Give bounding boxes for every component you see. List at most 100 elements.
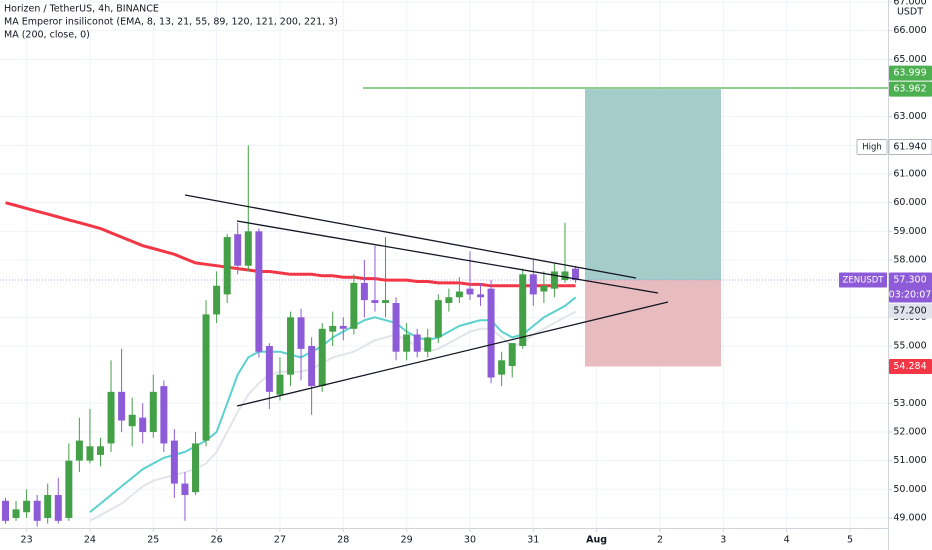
y-tick-label: 53.000 [893,398,926,409]
candle-body [308,345,316,387]
price-badge [889,303,932,319]
candle-body [508,343,516,367]
price-badge-label: 57.300 [893,275,926,286]
candle-body [160,386,168,444]
candle-body [477,294,485,298]
price-badge [889,81,932,97]
x-tick-label: Aug [586,535,607,546]
y-tick-label: 61.000 [893,168,926,179]
candle-body [44,495,52,518]
countdown-label: 03:20:07 [889,290,932,301]
candle-body [434,300,442,338]
candle-body [244,231,252,266]
candle-body [213,285,221,315]
axis-unit: USDT [897,7,923,18]
x-tick-label: 23 [21,535,33,546]
candle-body [318,328,326,387]
price-tag [856,139,888,156]
y-tick-label: 58.000 [893,254,926,265]
axes: 67.00066.00065.00063.00062.00061.00060.0… [21,0,932,546]
candle-body [561,271,569,281]
y-tick-label: 67.000 [893,0,926,8]
price-badge [889,359,932,375]
x-tick-label: 24 [84,535,96,546]
candle-body [54,495,62,521]
x-tick-label: 31 [527,535,539,546]
x-tick-label: 29 [401,535,413,546]
y-tick-label: 52.000 [893,426,926,437]
candle-body [424,337,432,352]
y-tick-label: 63.000 [893,111,926,122]
price-badge-label: 61.940 [893,142,926,153]
position-tool [0,87,888,367]
price-badge [889,272,932,303]
price-badge [889,65,932,81]
x-tick-label: 3 [720,535,726,546]
candle-body [466,288,474,295]
loss-zone [585,280,721,367]
candle-body [413,334,421,352]
candle-body [107,391,115,444]
candle-body [118,391,126,421]
y-tick-label: 65.000 [893,54,926,65]
y-tick-label: 66.000 [893,25,926,36]
candle-body [23,500,31,513]
x-tick-label: 27 [274,535,286,546]
x-tick-label: 4 [784,535,790,546]
candle-body [65,460,73,518]
chart-title: Horizen / TetherUS, 4h, BINANCE [4,4,159,15]
candle-body [33,500,41,521]
candle-body [540,285,548,292]
candle-body [139,417,147,432]
trend-line [236,220,659,294]
x-tick-label: 28 [337,535,349,546]
candle-body [392,302,400,352]
candle-body [75,440,83,461]
price-badge-label: 54.284 [893,361,926,372]
candle-body [550,271,558,289]
y-tick-label: 49.000 [893,512,926,523]
price-tag [839,272,887,288]
x-tick-label: 26 [211,535,223,546]
candle-body [12,509,20,518]
plot [2,145,580,527]
candle-body [181,483,189,496]
candle-body [455,291,463,298]
candle-body [445,297,453,303]
candle-body [360,282,368,301]
candle-body [192,443,200,493]
candle-body [498,360,506,375]
candle-body [2,500,10,521]
y-tick-label: 50.000 [893,484,926,495]
grid [0,0,888,528]
moving-average [5,201,576,288]
price-badge [888,139,932,156]
candle-body [255,231,263,352]
trend-line [236,301,669,407]
y-tick-label: 59.000 [893,226,926,237]
candle-body [572,268,580,281]
candle-body [350,282,358,329]
profit-zone [585,89,721,281]
candle-body [382,300,390,303]
candle-body [265,345,273,392]
y-tick-label: 55.000 [893,340,926,351]
y-tick-label: 60.000 [893,197,926,208]
price-badge-label: 57.200 [893,306,926,317]
candle-body [529,274,537,295]
candle-body [223,237,231,295]
indicator-legend: MA Emperor insiliconot (EMA, 8, 13, 21, … [4,17,338,28]
price-badge-label: 63.962 [893,84,926,95]
price-tag-label: High [862,143,882,153]
candle-body [149,391,157,432]
candle-body [287,317,295,375]
candle-body [170,440,178,484]
candle-body [128,414,136,427]
candle-body [86,446,94,461]
y-tick-label: 51.000 [893,455,926,466]
candle-body [519,274,527,346]
x-tick-label: 30 [464,535,476,546]
candle-body [297,317,305,349]
x-tick-label: 5 [847,535,853,546]
